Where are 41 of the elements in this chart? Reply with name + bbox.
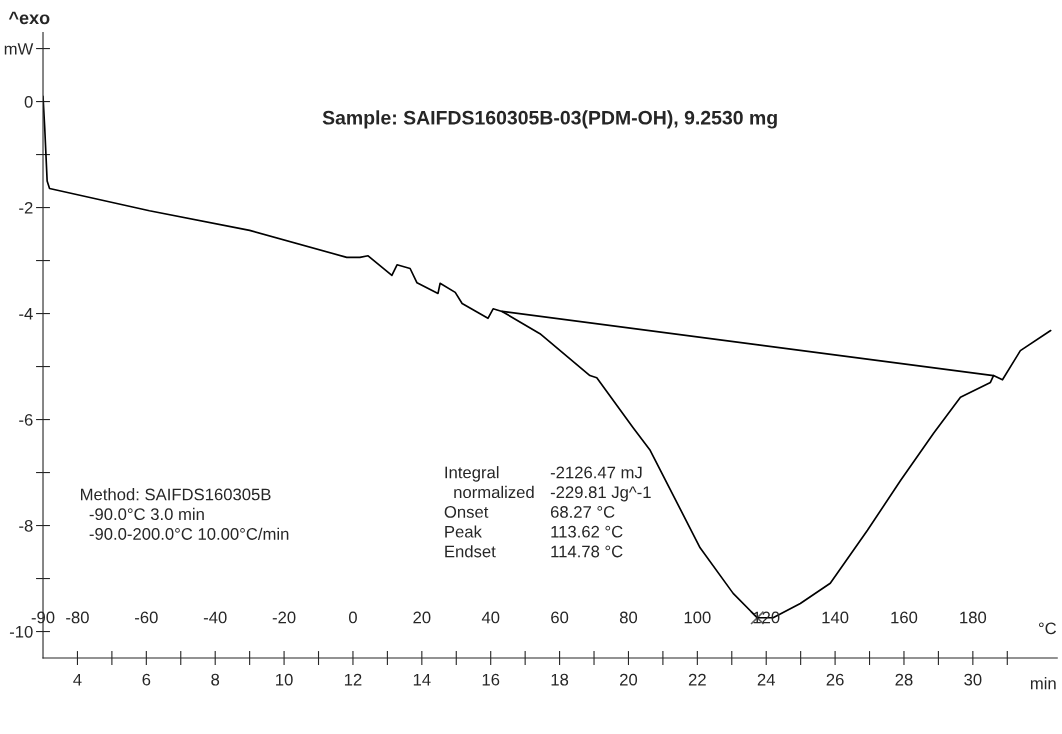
x-tick-label: 10: [276, 673, 293, 686]
x-tick-label: 24: [757, 673, 775, 686]
x2-tick-label: 0: [348, 611, 357, 624]
y-tick-label: -8: [19, 519, 33, 532]
x-tick-label: 12: [344, 673, 362, 686]
y-tick-label: 0: [24, 95, 33, 108]
x2-tick-label: 20: [413, 611, 431, 624]
x2-tick-label: 80: [619, 611, 638, 624]
x-tick-label: 4: [73, 673, 82, 686]
x2-tick-label: 40: [481, 611, 500, 624]
annotation: Method: SAIFDS160305B -90.0°C 3.0 min -90.0-200.0°C 10.00°C/min: [81, 488, 289, 540]
x-tick-label: 20: [620, 673, 638, 686]
y-tick-label: mW: [4, 43, 34, 55]
x2-tick-label: -80: [66, 611, 89, 624]
y-tick-label: -10: [9, 625, 33, 638]
x2-tick-label: 180: [960, 611, 987, 624]
x-tick-label: 6: [142, 673, 151, 686]
x-tick-label: 18: [551, 673, 569, 686]
annotation: -2126.47 mJ -229.81 Jg^-1 68.27 °C 113.62 °C 114.78 °C: [550, 466, 651, 558]
x2-tick-label: 140: [822, 611, 849, 624]
x2-axis-title: °C: [1038, 622, 1057, 635]
x2-tick-label: -60: [135, 611, 158, 624]
text: Sample: SAIFDS160305B-03(PDM-OH), 9.2530 mg: [322, 110, 777, 129]
x-tick-label: 28: [895, 673, 913, 686]
x-tick-label: 16: [482, 673, 500, 686]
x-axis-title: min: [1030, 677, 1056, 690]
x-tick-label: 14: [413, 673, 431, 686]
x2-tick-label: 60: [551, 611, 569, 624]
x-tick-label: 30: [964, 673, 982, 686]
x-tick-label: 8: [211, 673, 220, 686]
x2-tick-label: 160: [891, 611, 918, 624]
y-tick-label: -6: [19, 413, 33, 426]
text: ^exo: [8, 11, 50, 25]
y-tick-label: -2: [19, 201, 33, 214]
x-tick-label: 22: [688, 673, 706, 686]
x2-tick-label: 100: [684, 611, 711, 624]
x2-tick-label: -20: [272, 611, 296, 624]
x-tick-label: 26: [826, 673, 844, 686]
x2-tick-label: -40: [203, 611, 227, 624]
annotation: Integral normalized Onset Peak Endset: [444, 466, 534, 558]
y-tick-label: -4: [19, 308, 33, 320]
